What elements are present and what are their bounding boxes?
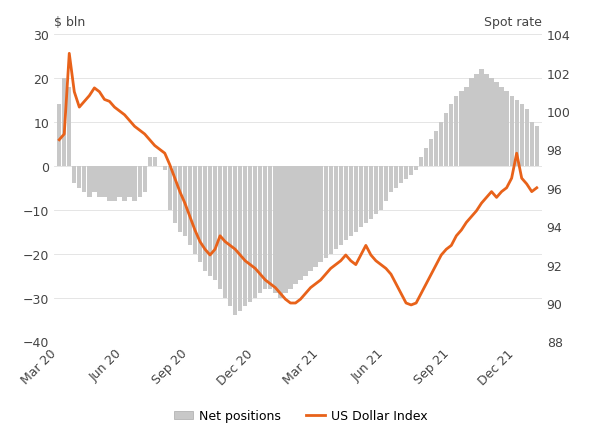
Bar — [228, 166, 232, 307]
Bar — [107, 166, 111, 201]
Bar — [117, 166, 122, 197]
Bar — [369, 166, 373, 219]
Bar — [389, 166, 393, 193]
Bar — [419, 158, 423, 166]
Legend: Net positions, US Dollar Index: Net positions, US Dollar Index — [169, 404, 433, 427]
Bar — [213, 166, 217, 280]
Bar — [268, 166, 273, 289]
Bar — [349, 166, 353, 237]
Bar — [238, 166, 243, 311]
Bar — [102, 166, 107, 197]
Bar — [128, 166, 132, 197]
Bar — [253, 166, 258, 298]
Bar — [474, 74, 479, 166]
Bar — [82, 166, 87, 193]
Bar — [218, 166, 222, 289]
Bar — [504, 92, 509, 166]
Bar — [399, 166, 403, 184]
Text: $ bln: $ bln — [54, 16, 85, 29]
Bar — [429, 140, 433, 166]
Bar — [434, 131, 438, 166]
Bar — [479, 70, 483, 166]
Bar — [77, 166, 81, 188]
Bar — [344, 166, 348, 241]
Bar — [143, 166, 147, 193]
Bar — [459, 92, 464, 166]
Bar — [509, 96, 514, 166]
Bar — [137, 166, 142, 197]
Bar — [520, 105, 524, 166]
Bar — [233, 166, 237, 315]
Bar — [132, 166, 137, 201]
Bar — [364, 166, 368, 223]
Bar — [515, 101, 519, 166]
Bar — [163, 166, 167, 171]
Bar — [284, 166, 288, 293]
Bar — [323, 166, 327, 258]
Bar — [464, 88, 468, 166]
Text: Spot rate: Spot rate — [484, 16, 542, 29]
Bar — [147, 158, 152, 166]
Bar — [263, 166, 267, 289]
Bar — [489, 79, 494, 166]
Bar — [288, 166, 293, 289]
Bar — [113, 166, 117, 201]
Bar — [72, 166, 76, 184]
Bar — [193, 166, 197, 254]
Bar — [178, 166, 182, 232]
Bar — [494, 83, 498, 166]
Bar — [374, 166, 378, 215]
Bar — [500, 88, 504, 166]
Bar — [308, 166, 312, 272]
Bar — [454, 96, 459, 166]
Bar — [439, 123, 444, 166]
Bar — [414, 166, 418, 171]
Bar — [92, 166, 96, 193]
Bar — [524, 110, 529, 166]
Bar — [278, 166, 282, 298]
Bar — [183, 166, 187, 237]
Bar — [67, 88, 72, 166]
Bar — [338, 166, 343, 245]
Bar — [424, 149, 428, 166]
Bar — [353, 166, 358, 232]
Bar — [87, 166, 92, 197]
Bar — [57, 105, 61, 166]
Bar — [470, 79, 474, 166]
Bar — [168, 166, 172, 210]
Bar — [243, 166, 247, 307]
Bar — [449, 105, 453, 166]
Bar — [299, 166, 303, 280]
Bar — [314, 166, 318, 267]
Bar — [359, 166, 363, 228]
Bar — [444, 114, 448, 166]
Bar — [409, 166, 413, 175]
Bar — [530, 123, 534, 166]
Bar — [318, 166, 323, 263]
Bar — [198, 166, 202, 263]
Bar — [293, 166, 297, 285]
Bar — [258, 166, 262, 293]
Bar — [535, 127, 539, 166]
Bar — [379, 166, 383, 210]
Bar — [273, 166, 278, 293]
Bar — [98, 166, 102, 197]
Bar — [122, 166, 126, 201]
Bar — [223, 166, 227, 298]
Bar — [62, 79, 66, 166]
Bar — [208, 166, 212, 276]
Bar — [188, 166, 192, 245]
Bar — [248, 166, 252, 302]
Bar — [404, 166, 408, 180]
Bar — [303, 166, 308, 276]
Bar — [384, 166, 388, 201]
Bar — [485, 74, 489, 166]
Bar — [203, 166, 207, 272]
Bar — [173, 166, 177, 223]
Bar — [329, 166, 333, 254]
Bar — [394, 166, 398, 188]
Bar — [152, 158, 157, 166]
Bar — [334, 166, 338, 250]
